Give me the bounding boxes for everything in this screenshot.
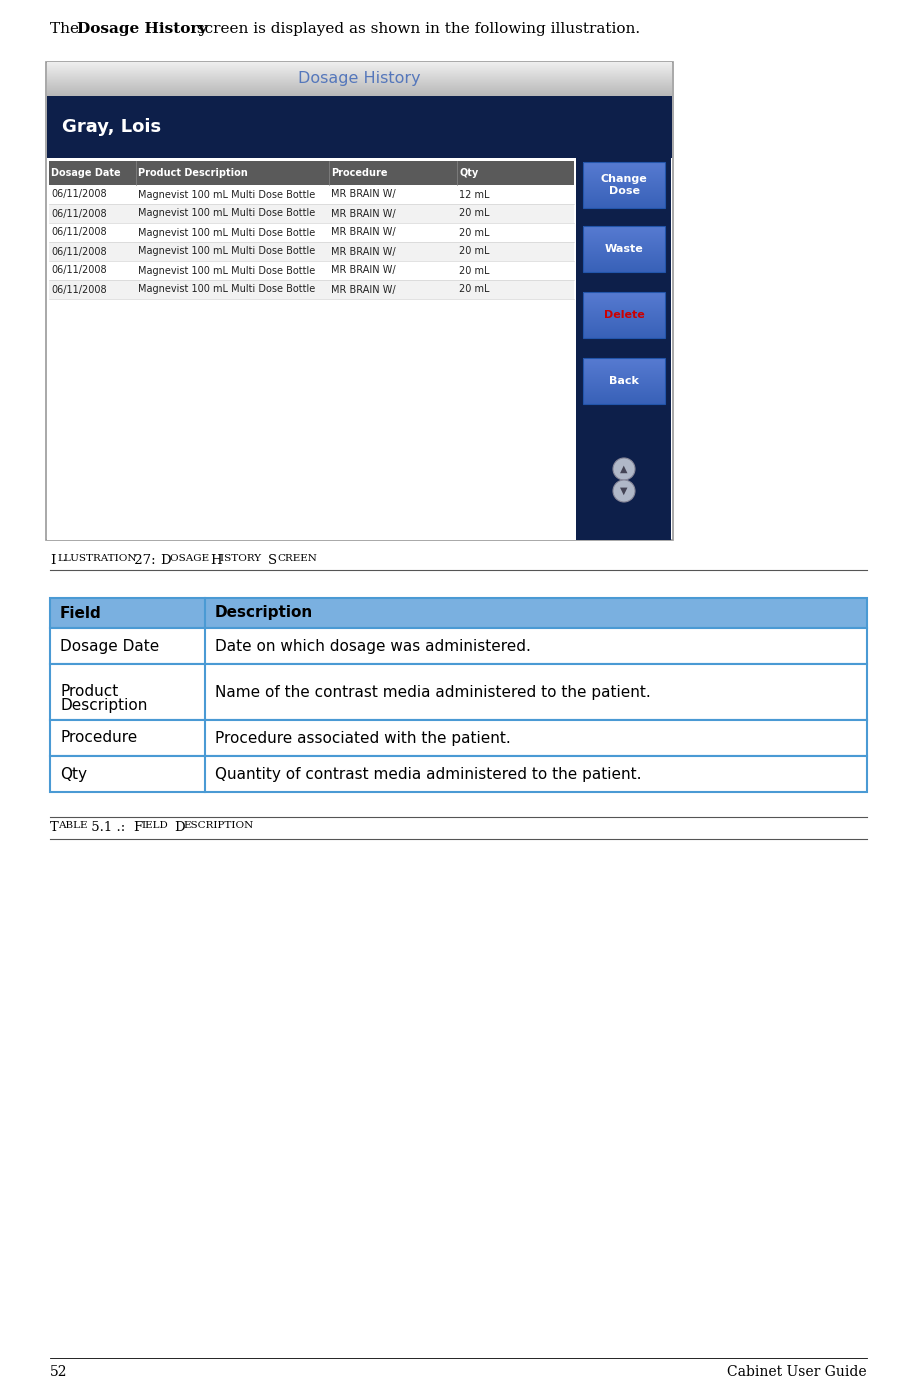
Text: ▲: ▲ [620, 464, 628, 473]
Text: 06/11/2008: 06/11/2008 [51, 266, 106, 275]
Text: 20 mL: 20 mL [459, 227, 490, 238]
Text: screen is displayed as shown in the following illustration.: screen is displayed as shown in the foll… [192, 22, 640, 36]
Text: ▼: ▼ [620, 486, 628, 495]
Text: 20 mL: 20 mL [459, 209, 490, 219]
Bar [50, 755, 867, 793]
Text: D: D [160, 555, 171, 567]
Text: IELD: IELD [141, 821, 168, 830]
Text: Qty: Qty [60, 766, 87, 782]
Text: F: F [133, 821, 142, 834]
Text: Procedure: Procedure [60, 731, 138, 746]
Bar [47, 96, 672, 158]
Text: Change
Dose: Change Dose [601, 175, 647, 195]
Bar [583, 226, 665, 272]
Text: ABLE: ABLE [58, 821, 87, 830]
Text: 06/11/2008: 06/11/2008 [51, 285, 106, 294]
Text: 12 mL: 12 mL [459, 190, 490, 200]
Text: 06/11/2008: 06/11/2008 [51, 246, 106, 256]
Text: MR BRAIN W/: MR BRAIN W/ [331, 209, 395, 219]
Text: S: S [268, 555, 277, 567]
Text: ISTORY: ISTORY [220, 555, 264, 563]
Bar [49, 261, 574, 279]
Bar [46, 62, 673, 539]
Text: The: The [50, 22, 83, 36]
Text: 5.1 .:: 5.1 .: [87, 821, 129, 834]
Text: Date on which dosage was administered.: Date on which dosage was administered. [215, 638, 531, 654]
Text: H: H [210, 555, 222, 567]
Bar [49, 161, 574, 184]
Text: 20 mL: 20 mL [459, 285, 490, 294]
Text: Dosage History: Dosage History [77, 22, 207, 36]
Bar [47, 158, 576, 539]
Bar [49, 242, 574, 261]
Text: OSAGE: OSAGE [170, 555, 213, 563]
Bar [49, 223, 574, 242]
Text: Magnevist 100 mL Multi Dose Bottle: Magnevist 100 mL Multi Dose Bottle [138, 190, 315, 200]
Bar [583, 292, 665, 338]
Text: Product Description: Product Description [138, 168, 248, 178]
Text: Magnevist 100 mL Multi Dose Bottle: Magnevist 100 mL Multi Dose Bottle [138, 209, 315, 219]
Bar [49, 279, 574, 299]
Text: MR BRAIN W/: MR BRAIN W/ [331, 285, 395, 294]
Text: Dosage Date: Dosage Date [60, 638, 160, 654]
Text: Gray, Lois: Gray, Lois [62, 118, 161, 136]
Text: Field: Field [60, 605, 102, 621]
Text: ESCRIPTION: ESCRIPTION [183, 821, 253, 830]
Text: MR BRAIN W/: MR BRAIN W/ [331, 227, 395, 238]
Bar [583, 162, 665, 208]
Text: 06/11/2008: 06/11/2008 [51, 190, 106, 200]
Text: Magnevist 100 mL Multi Dose Bottle: Magnevist 100 mL Multi Dose Bottle [138, 227, 315, 238]
Text: MR BRAIN W/: MR BRAIN W/ [331, 190, 395, 200]
Text: MR BRAIN W/: MR BRAIN W/ [331, 246, 395, 256]
Text: I: I [50, 555, 55, 567]
Text: Procedure: Procedure [331, 168, 388, 178]
Bar [50, 627, 867, 665]
Text: Dosage Date: Dosage Date [51, 168, 121, 178]
Text: Quantity of contrast media administered to the patient.: Quantity of contrast media administered … [215, 766, 642, 782]
Bar [49, 184, 574, 204]
Text: 52: 52 [50, 1365, 68, 1376]
Text: 27:: 27: [130, 555, 160, 567]
Bar [49, 204, 574, 223]
Text: Cabinet User Guide: Cabinet User Guide [727, 1365, 867, 1376]
Text: Qty: Qty [459, 168, 479, 178]
Text: D: D [174, 821, 184, 834]
Text: MR BRAIN W/: MR BRAIN W/ [331, 266, 395, 275]
Text: Back: Back [609, 376, 639, 387]
Text: 20 mL: 20 mL [459, 266, 490, 275]
Bar [50, 720, 867, 755]
Text: Name of the contrast media administered to the patient.: Name of the contrast media administered … [215, 684, 651, 699]
Text: 06/11/2008: 06/11/2008 [51, 209, 106, 219]
Text: Magnevist 100 mL Multi Dose Bottle: Magnevist 100 mL Multi Dose Bottle [138, 266, 315, 275]
Text: Waste: Waste [604, 244, 644, 255]
Text: LLUSTRATION: LLUSTRATION [57, 555, 137, 563]
Text: Dosage History: Dosage History [298, 72, 421, 87]
Text: Procedure associated with the patient.: Procedure associated with the patient. [215, 731, 511, 746]
Text: Magnevist 100 mL Multi Dose Bottle: Magnevist 100 mL Multi Dose Bottle [138, 246, 315, 256]
Bar [50, 665, 867, 720]
Text: Delete: Delete [603, 310, 645, 321]
Text: CREEN: CREEN [277, 555, 317, 563]
Bar [50, 599, 867, 627]
Circle shape [613, 458, 635, 480]
Text: Description: Description [60, 698, 148, 713]
Text: Product: Product [60, 684, 118, 699]
Text: T: T [50, 821, 59, 834]
Bar [583, 358, 665, 405]
Text: Description: Description [215, 605, 314, 621]
Text: 20 mL: 20 mL [459, 246, 490, 256]
Bar [576, 158, 671, 539]
Text: Magnevist 100 mL Multi Dose Bottle: Magnevist 100 mL Multi Dose Bottle [138, 285, 315, 294]
Circle shape [613, 480, 635, 502]
Text: 06/11/2008: 06/11/2008 [51, 227, 106, 238]
